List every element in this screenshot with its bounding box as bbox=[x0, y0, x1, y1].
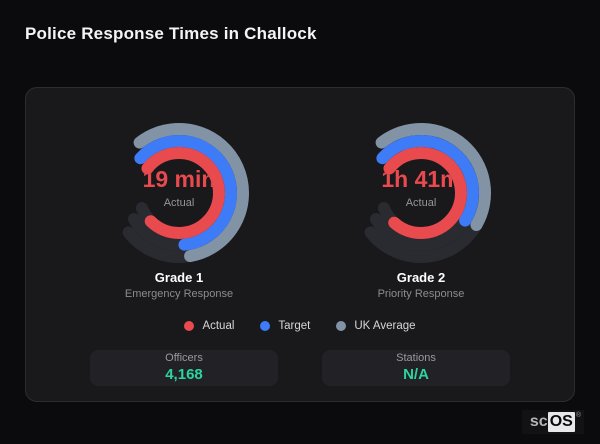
gauge-grade1-title: Grade 1 bbox=[154, 270, 204, 285]
gauges-row: 19 min Actual Grade 1 Emergency Response… bbox=[26, 118, 574, 300]
scos-logo-box: OS bbox=[547, 412, 575, 432]
scos-logo-prefix: sc bbox=[529, 413, 548, 430]
stat-label: Officers bbox=[165, 352, 203, 365]
gauge-grade2-title: Grade 2 bbox=[396, 270, 446, 285]
legend-item-label: UK Average bbox=[354, 320, 416, 332]
response-times-card: 19 min Actual Grade 1 Emergency Response… bbox=[25, 87, 575, 402]
gauge-grade2-caption: Actual bbox=[405, 197, 437, 210]
uk-average-legend-dot-icon bbox=[336, 321, 347, 331]
legend-item-target: Target bbox=[260, 320, 310, 332]
registered-trademark-icon: ® bbox=[575, 412, 581, 419]
legend-item-uk-average: UK Average bbox=[336, 320, 416, 332]
gauge-grade2-subtitle: Priority Response bbox=[377, 288, 465, 300]
gauge-grade1-rings bbox=[122, 123, 249, 263]
gauge-grade2: 1h 41m Actual Grade 2 Priority Response bbox=[346, 118, 496, 300]
gauge-grade1-value: 19 min bbox=[142, 165, 216, 192]
legend-item-label: Target bbox=[278, 320, 311, 332]
stats-row: Officers 4,168 Stations N/A bbox=[26, 350, 574, 386]
target-legend-dot-icon bbox=[260, 321, 271, 331]
gauge-grade1-subtitle: Emergency Response bbox=[124, 288, 234, 300]
legend: Actual Target UK Average bbox=[26, 320, 574, 332]
stat-value: N/A bbox=[403, 365, 429, 383]
stat-box-officers: Officers 4,168 bbox=[90, 350, 278, 386]
stat-value: 4,168 bbox=[165, 365, 203, 383]
stat-box-stations: Stations N/A bbox=[322, 350, 510, 386]
legend-item-actual: Actual bbox=[184, 320, 234, 332]
scos-logo: sc OS ® bbox=[521, 410, 584, 434]
gauge-grade1-canvas: 19 min Actual bbox=[104, 118, 254, 268]
gauge-grade1-center-text: 19 min Actual bbox=[104, 118, 254, 268]
gauge-grade2-canvas: 1h 41m Actual bbox=[346, 118, 496, 268]
actual-legend-dot-icon bbox=[184, 321, 195, 331]
stat-label: Stations bbox=[396, 352, 436, 365]
gauge-grade1: 19 min Actual Grade 1 Emergency Response bbox=[104, 118, 254, 300]
page-title: Police Response Times in Challock bbox=[25, 24, 317, 43]
legend-item-label: Actual bbox=[202, 320, 235, 332]
gauge-grade2-rings bbox=[364, 123, 491, 263]
gauge-grade1-caption: Actual bbox=[163, 197, 195, 210]
